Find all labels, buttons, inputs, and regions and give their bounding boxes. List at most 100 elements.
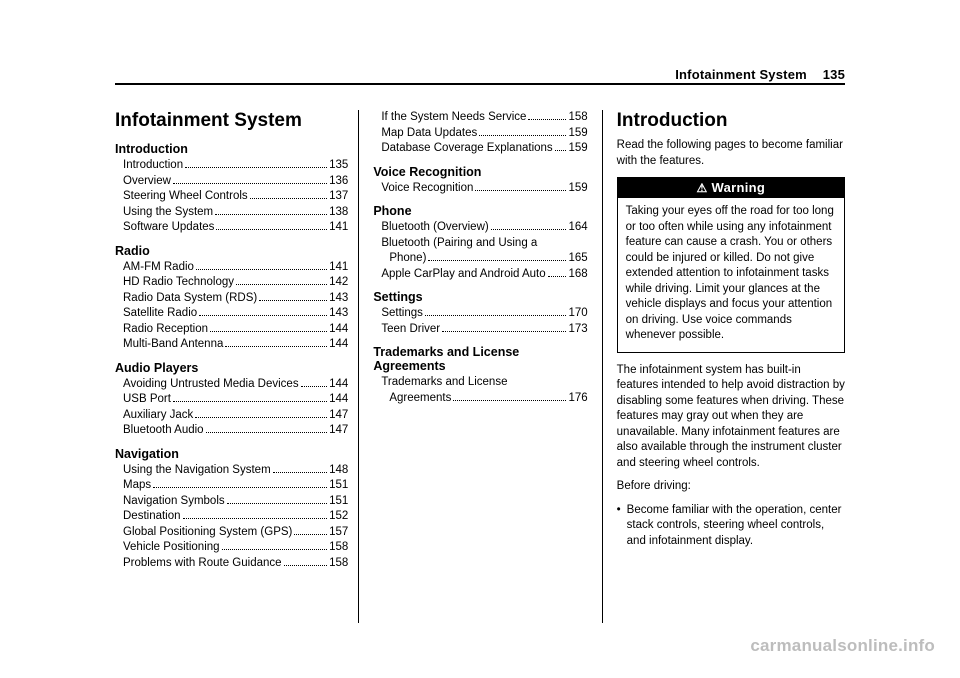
toc-label: Using the System [123,205,213,221]
toc-leader [196,269,327,270]
toc-entry: Using the Navigation System 148 [115,463,348,479]
toc-entry: If the System Needs Service158 [373,110,587,126]
toc-entry: Radio Reception 144 [115,322,348,338]
toc-label: Navigation Symbols [123,494,225,510]
toc-label: Avoiding Untrusted Media Devices [123,377,299,393]
toc-leader [173,183,327,184]
toc-page: 136 [329,174,348,190]
toc-leader [183,518,328,519]
toc-entry: Bluetooth (Overview) 164 [373,220,587,236]
warning-icon: ⚠ [696,181,707,195]
body-paragraph: The infotainment system has built-in fea… [617,363,845,472]
toc-leader [301,386,328,387]
toc-entry: Maps151 [115,478,348,494]
toc-entry: Settings 170 [373,306,587,322]
toc-label: Bluetooth (Overview) [381,220,488,236]
running-header: Infotainment System 135 [675,67,845,82]
toc-page: 158 [329,556,348,572]
toc-entry: Multi-Band Antenna 144 [115,337,348,353]
toc-leader [225,346,327,347]
toc-section-heading: Radio [115,244,348,258]
toc-entry: Navigation Symbols 151 [115,494,348,510]
toc-page: 164 [568,220,587,236]
toc-label: Apple CarPlay and Android Auto [381,267,545,283]
toc-page: 157 [329,525,348,541]
toc-entry: Global Positioning System (GPS) 157 [115,525,348,541]
intro-paragraph: Read the following pages to become famil… [617,138,845,169]
toc-page: 147 [329,423,348,439]
bullet-list: Become familiar with the operation, cent… [617,503,845,550]
toc-section-heading: Navigation [115,447,348,461]
toc-page: 168 [568,267,587,283]
toc-label: Multi-Band Antenna [123,337,223,353]
toc-label: Steering Wheel Controls [123,189,248,205]
toc-page: 144 [329,377,348,393]
toc-entry: Map Data Updates 159 [373,126,587,142]
toc-label: Bluetooth Audio [123,423,204,439]
toc-page: 176 [568,391,587,407]
toc-page: 159 [568,126,587,142]
toc-label: Destination [123,509,181,525]
toc-label: Agreements [389,391,451,407]
toc-page: 159 [568,141,587,157]
toc-leader [284,565,328,566]
toc-leader [273,472,327,473]
toc-entry: Auxiliary Jack147 [115,408,348,424]
toc-leader [453,400,566,401]
toc-entry: Vehicle Positioning158 [115,540,348,556]
toc-page: 148 [329,463,348,479]
page-number: 135 [823,67,845,82]
warning-body: Taking your eyes off the road for too lo… [618,198,844,352]
warning-header: ⚠Warning [618,178,844,198]
toc-entry: Trademarks and LicenseAgreements 176 [373,375,587,406]
toc-page: 143 [329,306,348,322]
toc-leader [428,260,566,261]
toc-label: Map Data Updates [381,126,477,142]
toc-leader [555,150,567,151]
toc-page: 152 [329,509,348,525]
toc-leader [216,229,327,230]
toc-label: Introduction [123,158,183,174]
toc-leader [215,214,327,215]
toc-leader [185,167,327,168]
toc-section-heading: Audio Players [115,361,348,375]
toc-entry: Software Updates141 [115,220,348,236]
toc-label: Database Coverage Explanations [381,141,552,157]
toc-page: 144 [329,322,348,338]
toc-page: 141 [329,220,348,236]
toc-leader [250,198,327,199]
toc-label: Bluetooth (Pairing and Using a [381,236,537,252]
toc-label: Radio Reception [123,322,208,338]
toc-entry: Introduction135 [115,158,348,174]
toc-label: Global Positioning System (GPS) [123,525,292,541]
toc-label: Radio Data System (RDS) [123,291,257,307]
toc-entry: HD Radio Technology142 [115,275,348,291]
toc-entry: Steering Wheel Controls137 [115,189,348,205]
toc-label: Vehicle Positioning [123,540,220,556]
toc-section-heading: Voice Recognition [373,165,587,179]
toc-label: Teen Driver [381,322,440,338]
warning-box: ⚠Warning Taking your eyes off the road f… [617,177,845,353]
toc-page: 144 [329,337,348,353]
toc-entry: AM-FM Radio141 [115,260,348,276]
toc-entry: Satellite Radio 143 [115,306,348,322]
toc-leader [222,549,328,550]
toc-page: 170 [568,306,587,322]
toc-label: Settings [381,306,423,322]
toc-page: 151 [329,494,348,510]
toc-page: 159 [568,181,587,197]
toc-section-heading: Settings [373,290,587,304]
toc-leader [206,432,328,433]
toc-label: Trademarks and License [381,375,507,391]
toc-label: Using the Navigation System [123,463,271,479]
toc-entry: Overview136 [115,174,348,190]
toc-leader [442,331,566,332]
toc-leader [153,487,327,488]
toc-leader [236,284,327,285]
toc-label: Satellite Radio [123,306,197,322]
toc-entry: Problems with Route Guidance158 [115,556,348,572]
manual-page: Infotainment System 135 Infotainment Sys… [0,0,960,678]
toc-page: 151 [329,478,348,494]
toc-leader [210,331,327,332]
toc-leader [491,229,567,230]
